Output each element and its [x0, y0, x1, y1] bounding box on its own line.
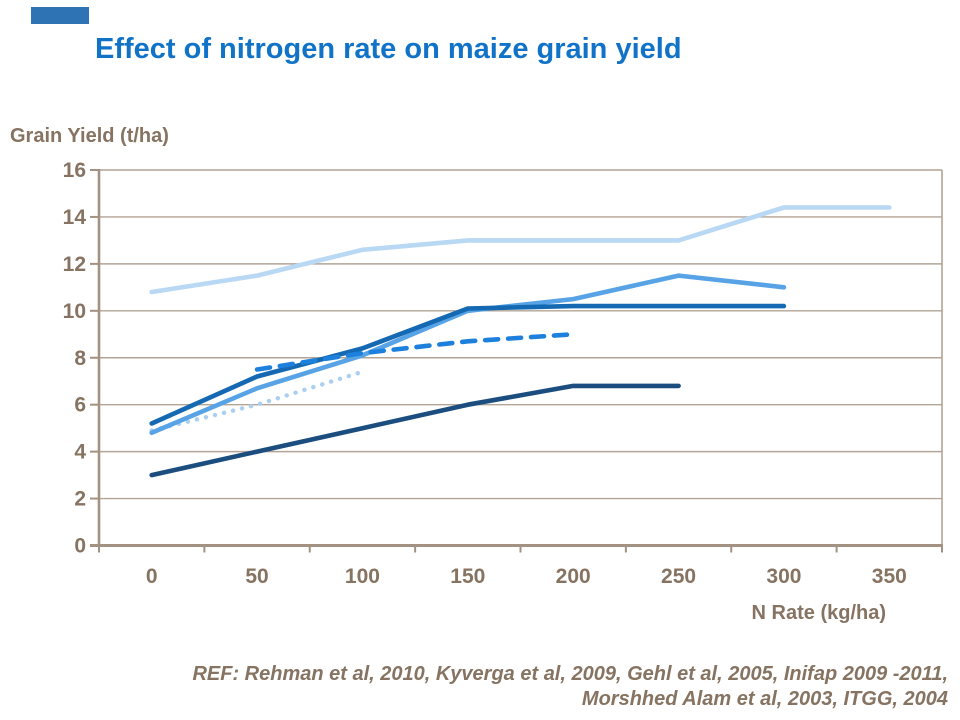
- series-line-series-5-navy: [149, 383, 681, 478]
- y-axis-title: Grain Yield (t/ha): [10, 125, 169, 147]
- y-tick-label: 8: [74, 347, 86, 370]
- x-axis-title: N Rate (kg/ha): [751, 602, 886, 624]
- y-tick-label: 2: [74, 488, 86, 511]
- chart-title: Effect of nitrogen rate on maize grain y…: [95, 33, 682, 65]
- x-tick-label: 150: [450, 565, 485, 588]
- x-tick-label: 200: [556, 565, 591, 588]
- x-tick-label: 300: [766, 565, 801, 588]
- y-tick-label: 0: [74, 535, 86, 558]
- series-line-series-1-pale-blue: [149, 205, 892, 295]
- series-line-series-2-dotted-pale: [149, 369, 365, 433]
- series-line-series-3-sky-blue: [149, 273, 787, 436]
- y-tick-label: 16: [63, 159, 86, 182]
- x-tick-label: 250: [661, 565, 696, 588]
- y-tick-label: 10: [63, 300, 86, 323]
- reference-line-2: Morshhed Alam et al, 2003, ITGG, 2004: [581, 688, 948, 710]
- x-tick-label: 350: [872, 565, 907, 588]
- series-line-series-6-dashed-blue: [254, 332, 576, 372]
- y-tick-label: 6: [74, 394, 86, 417]
- series-line-series-4-dark-blue: [149, 303, 787, 426]
- x-tick-label: 100: [345, 565, 380, 588]
- x-tick-label: 0: [146, 565, 158, 588]
- reference-text: REF: Rehman et al, 2010, Kyverga et al, …: [192, 662, 948, 712]
- slide-accent-bar: [31, 7, 89, 24]
- reference-line-1: REF: Rehman et al, 2010, Kyverga et al, …: [192, 663, 948, 685]
- y-tick-label: 12: [63, 253, 86, 276]
- y-tick-label: 14: [63, 206, 87, 229]
- y-tick-label: 4: [74, 441, 86, 464]
- x-tick-label: 50: [245, 565, 268, 588]
